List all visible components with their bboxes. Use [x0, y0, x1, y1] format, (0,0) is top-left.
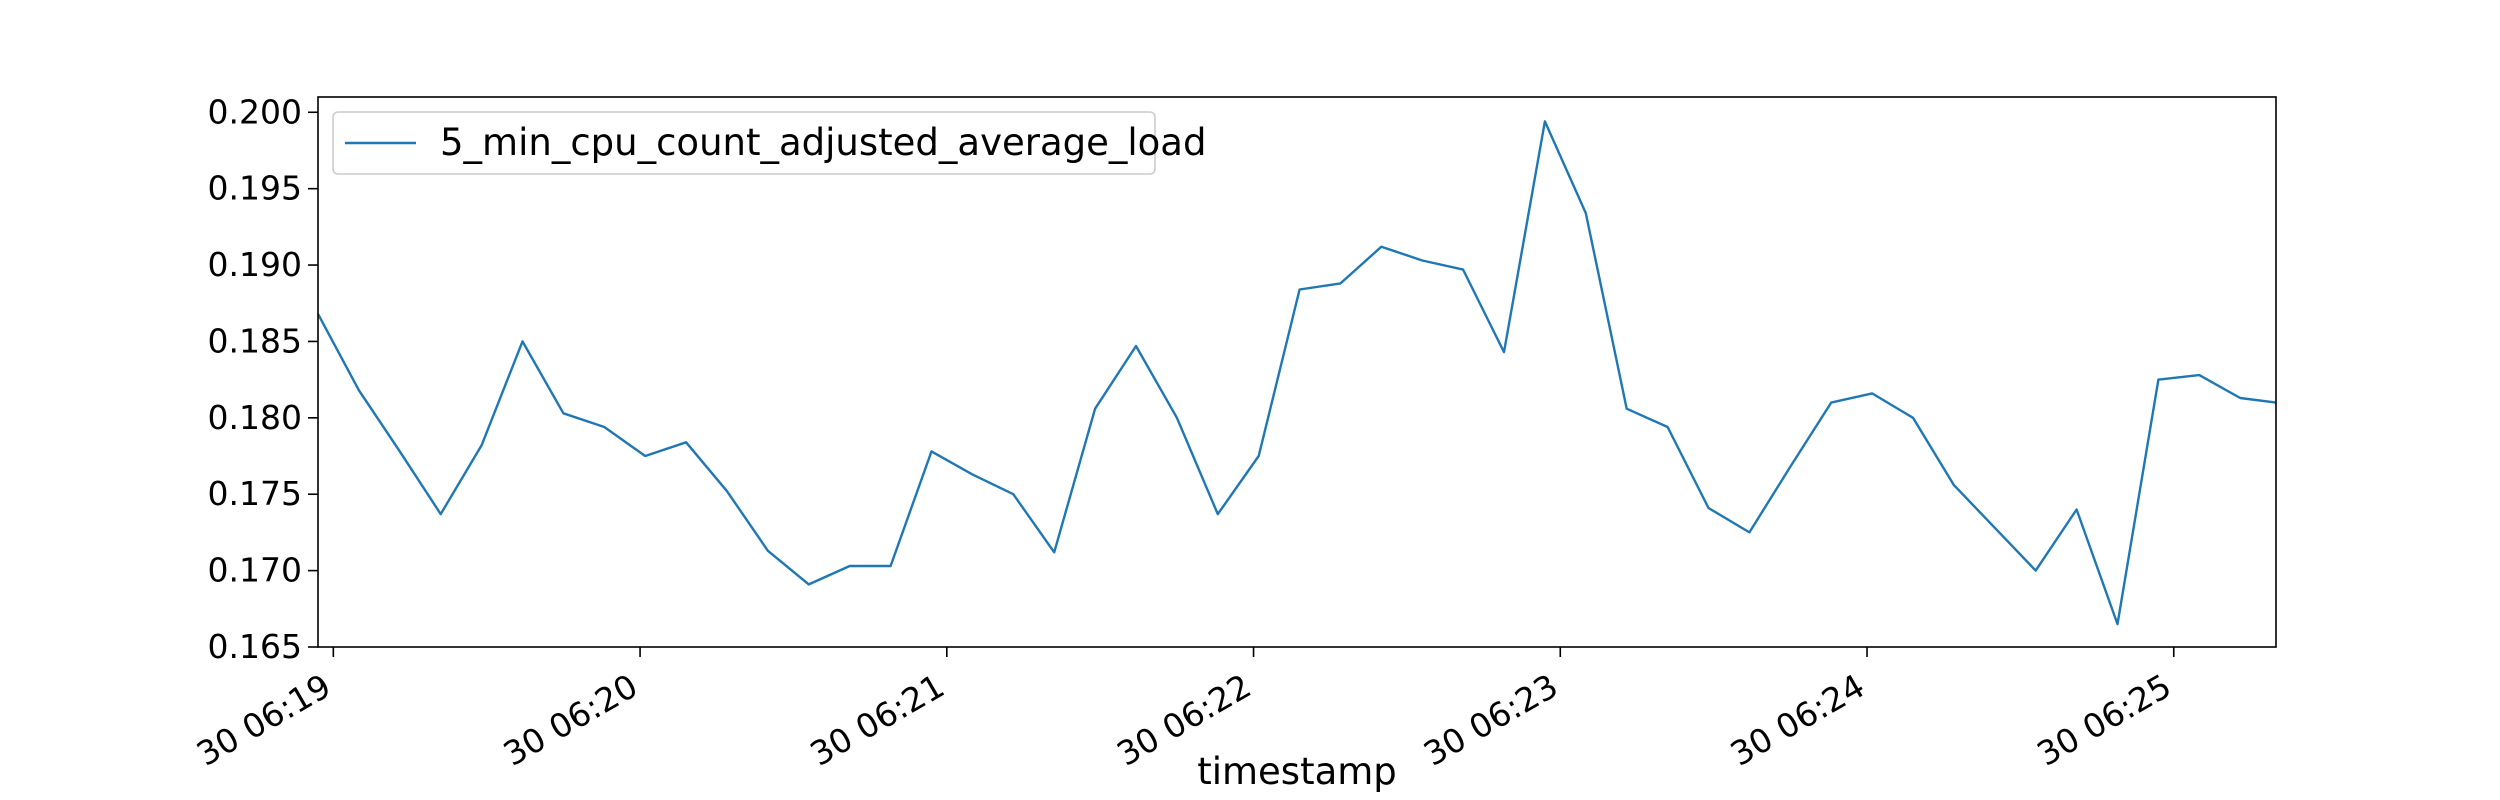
y-tick-label: 0.165 [208, 627, 302, 666]
y-tick-label: 0.170 [208, 551, 302, 590]
y-tick-label: 0.195 [208, 169, 302, 208]
legend: 5_min_cpu_count_adjusted_average_load [332, 111, 1206, 175]
legend-label: 5_min_cpu_count_adjusted_average_load [440, 121, 1206, 164]
y-tick-label: 0.185 [208, 321, 302, 360]
x-tick-label: 30 06:25 [2030, 666, 2177, 774]
plot-frame [317, 96, 2277, 648]
y-tick-label: 0.180 [208, 398, 302, 437]
y-tick-label: 0.190 [208, 245, 302, 284]
y-tick-label: 0.200 [208, 92, 302, 131]
series-line-5-min-cpu-load [316, 120, 2277, 626]
x-axis-title: timestamp [1197, 750, 1397, 793]
y-tick-label: 0.175 [208, 474, 302, 513]
x-tick-label: 30 06:20 [497, 666, 644, 774]
plot-area [318, 97, 2276, 647]
x-axis: 30 06:19 30 06:20 30 06:21 30 06:22 30 06:23… [190, 647, 2178, 774]
x-tick-label: 30 06:23 [1417, 666, 1564, 774]
x-tick-label: 30 06:24 [1724, 666, 1871, 774]
legend-box [332, 111, 1156, 175]
x-tick-label: 30 06:21 [803, 666, 950, 774]
y-axis: 0.165 0.170 0.175 0.180 0.185 0.190 0.195 0.200 [208, 92, 318, 666]
x-tick-label: 30 06:19 [190, 666, 337, 774]
